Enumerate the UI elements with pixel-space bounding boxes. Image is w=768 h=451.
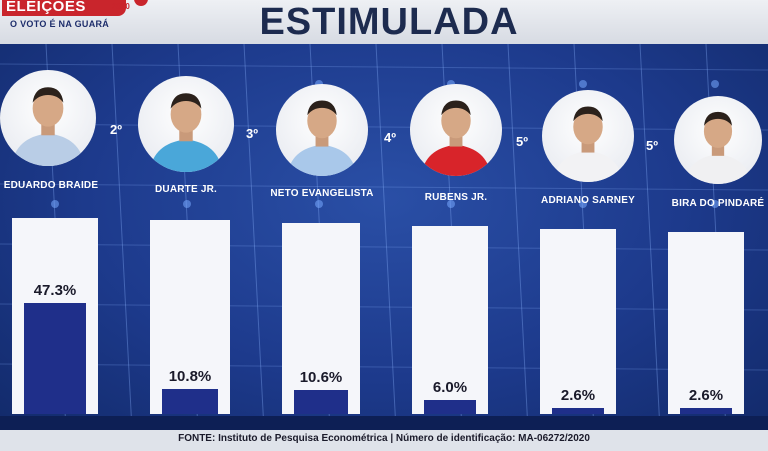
candidate-name: RUBENS JR. <box>424 192 488 203</box>
chart-baseline <box>0 416 768 430</box>
rank-label: 2º <box>110 122 122 137</box>
data-label: 2.6% <box>560 387 596 405</box>
grid-node <box>579 200 587 208</box>
rank-label: 5º <box>516 134 528 149</box>
bar-card: 10.6% <box>282 223 360 414</box>
grid-node <box>447 200 455 208</box>
source-note: FONTE: Instituto de Pesquisa Econométric… <box>178 433 590 444</box>
grid-line <box>0 183 768 191</box>
bar <box>680 408 732 414</box>
candidate-name: DUARTE JR. <box>154 184 217 195</box>
grid-line <box>111 44 133 430</box>
grid-line <box>375 44 397 430</box>
grid-node <box>51 200 59 208</box>
grid-line <box>243 44 265 430</box>
grid-node <box>183 200 191 208</box>
logo-title: ELEIÇÕES <box>2 0 126 16</box>
data-label: 47.3% <box>33 281 77 299</box>
bar-card: 10.8% <box>150 220 230 414</box>
rank-label: 4º <box>384 130 396 145</box>
data-label: 2.6% <box>688 387 724 405</box>
bar <box>552 408 604 414</box>
candidate-name: ADRIANO SARNEY <box>541 195 635 206</box>
data-label: 6.0% <box>432 379 468 397</box>
footer-bar: FONTE: Instituto de Pesquisa Econométric… <box>0 430 768 451</box>
bar-card: 2.6% <box>668 232 744 414</box>
bar-card: 6.0% <box>412 226 488 414</box>
candidate-name: NETO EVANGELISTA <box>270 188 374 199</box>
logo-year: 2020 <box>112 2 130 11</box>
bar <box>24 302 86 414</box>
bar <box>424 400 476 414</box>
bar <box>162 388 218 414</box>
candidate-photo <box>138 76 234 172</box>
logo-slogan: O VOTO É NA GUARÁ <box>10 19 110 29</box>
candidate-name: BIRA DO PINDARÉ <box>671 198 765 209</box>
candidate-photo <box>410 84 502 176</box>
logo-badge-icon <box>134 0 148 6</box>
background-grid <box>0 44 768 430</box>
chart-title: ESTIMULADA <box>259 1 519 43</box>
chart-panel <box>0 44 768 430</box>
grid-node <box>579 80 587 88</box>
data-label: 10.6% <box>299 368 343 386</box>
grid-line <box>0 303 768 311</box>
candidate-photo <box>674 96 762 184</box>
candidate-photo <box>0 70 96 166</box>
rank-label: 3º <box>246 126 258 141</box>
rank-label: 5º <box>646 138 658 153</box>
data-label: 10.8% <box>168 367 212 385</box>
grid-line <box>0 363 768 371</box>
bar-card: 2.6% <box>540 229 616 414</box>
grid-node <box>711 80 719 88</box>
grid-line <box>507 44 529 430</box>
candidate-name: EDUARDO BRAIDE <box>3 180 99 191</box>
bar-card: 47.3% <box>12 218 98 414</box>
grid-line <box>0 63 768 71</box>
grid-node <box>711 200 719 208</box>
header-bar: ELEIÇÕES 2020 O VOTO É NA GUARÁ ESTIMULA… <box>0 0 768 44</box>
grid-line <box>0 243 768 251</box>
eleicoes-logo: ELEIÇÕES 2020 O VOTO É NA GUARÁ <box>0 0 150 36</box>
candidate-photo <box>542 90 634 182</box>
grid-line <box>639 44 661 430</box>
grid-node <box>315 200 323 208</box>
candidate-photo <box>276 84 368 176</box>
grid-line <box>0 123 768 131</box>
bar <box>294 389 348 414</box>
